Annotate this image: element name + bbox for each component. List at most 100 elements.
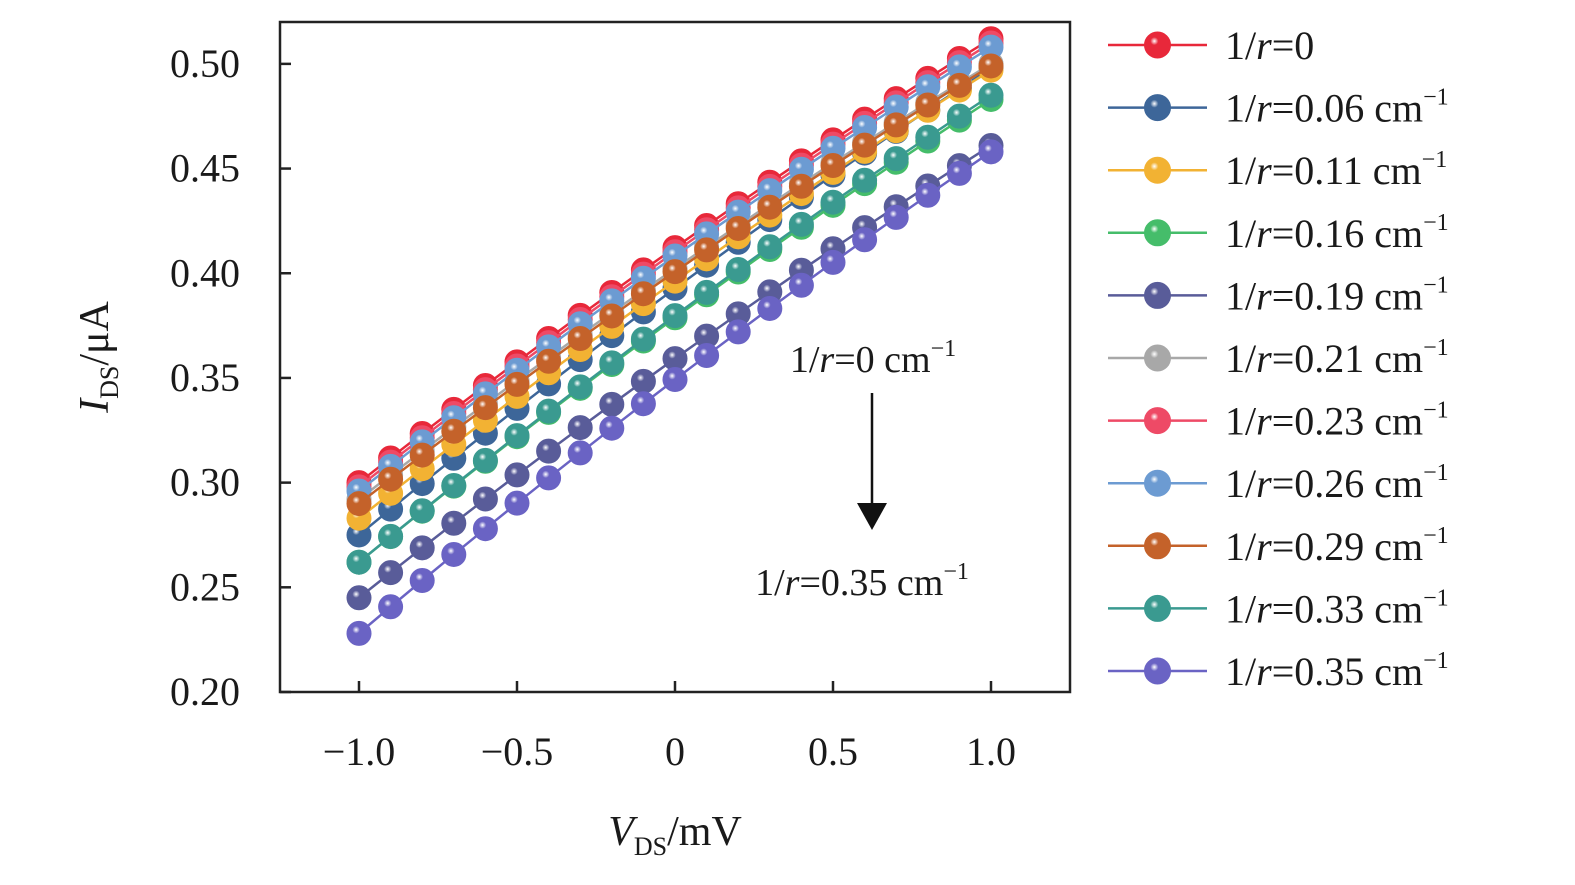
legend-label: 1/r=0.21 cm−1 — [1225, 335, 1449, 381]
legend-label: 1/r=0.16 cm−1 — [1225, 210, 1449, 256]
y-tick-label: 0.45 — [170, 146, 240, 191]
x-axis-title-sub: DS — [634, 832, 667, 861]
data-point — [788, 272, 814, 298]
data-point — [757, 194, 783, 220]
y-axis-title-unit: /μA — [72, 300, 118, 365]
data-point — [409, 568, 435, 594]
legend-marker — [1144, 594, 1171, 622]
data-point — [504, 462, 530, 488]
data-point — [630, 281, 656, 307]
data-point — [409, 535, 435, 561]
legend-item: 1/r=0.19 cm−1 — [1108, 272, 1449, 318]
series-8 — [346, 53, 1004, 517]
x-axis-title-unit: /mV — [667, 809, 742, 855]
data-point — [504, 490, 530, 516]
y-axis-title-main: I — [72, 397, 118, 414]
legend-marker — [1144, 31, 1171, 59]
data-point — [978, 139, 1004, 165]
legend-item: 1/r=0.06 cm−1 — [1108, 85, 1449, 131]
data-point — [472, 486, 498, 512]
data-point — [662, 346, 688, 372]
data-point — [852, 227, 878, 253]
legend-item: 1/r=0.23 cm−1 — [1108, 398, 1449, 444]
x-tick-label: 0 — [665, 729, 685, 774]
y-tick-label: 0.25 — [170, 564, 240, 609]
legend-marker — [1144, 219, 1171, 247]
x-axis-title-main: V — [608, 809, 638, 855]
y-axis-title-sub: DS — [95, 366, 124, 399]
data-point — [788, 173, 814, 199]
legend-item: 1/r=0.16 cm−1 — [1108, 210, 1449, 256]
y-tick-label: 0.35 — [170, 355, 240, 400]
x-tick-label: −1.0 — [323, 729, 396, 774]
data-point — [536, 348, 562, 374]
data-point — [472, 447, 498, 473]
data-point — [567, 325, 593, 351]
data-point — [378, 560, 404, 586]
data-point — [694, 343, 720, 369]
legend-label: 1/r=0.29 cm−1 — [1225, 523, 1449, 569]
y-axis-title: IDS/μA — [72, 300, 124, 413]
data-point — [725, 215, 751, 241]
data-point — [441, 510, 467, 536]
data-point — [820, 153, 846, 179]
legend-label: 1/r=0.35 cm−1 — [1225, 648, 1449, 694]
legend-marker — [1144, 344, 1171, 372]
data-point — [599, 391, 625, 417]
x-axis-title: VDS/mV — [608, 809, 742, 861]
legend-label: 1/r=0.26 cm−1 — [1225, 460, 1449, 506]
svg-text:IDS/μA: IDS/μA — [72, 300, 124, 413]
legend-marker — [1144, 94, 1171, 122]
legend-item: 1/r=0 — [1108, 23, 1314, 68]
data-point — [536, 465, 562, 491]
legend-marker — [1144, 156, 1171, 184]
legend-item: 1/r=0.21 cm−1 — [1108, 335, 1449, 381]
legend-item: 1/r=0.26 cm−1 — [1108, 460, 1449, 506]
data-point — [504, 371, 530, 397]
legend-item: 1/r=0.11 cm−1 — [1108, 147, 1447, 193]
data-point — [883, 112, 909, 138]
data-point — [346, 549, 372, 575]
data-point — [346, 491, 372, 517]
data-point — [409, 498, 435, 524]
data-point — [852, 167, 878, 193]
legend-item: 1/r=0.33 cm−1 — [1108, 585, 1449, 631]
data-point — [472, 395, 498, 421]
y-tick-label: 0.20 — [170, 669, 240, 714]
x-axis: −1.0 −0.5 0 0.5 1.0 — [323, 681, 1016, 774]
data-point — [630, 368, 656, 394]
x-tick-label: 1.0 — [966, 729, 1016, 774]
data-point — [915, 92, 941, 118]
data-point — [946, 72, 972, 98]
data-point — [788, 211, 814, 237]
data-point — [409, 442, 435, 468]
y-axis: 0.20 0.25 0.30 0.35 0.40 0.45 0.50 — [170, 41, 291, 714]
legend: 1/r=0 1/r=0.06 cm−1 1/r=0.11 cm−1 1/r=0.16 … — [1108, 23, 1449, 694]
data-point — [567, 415, 593, 441]
data-point — [378, 466, 404, 492]
data-point — [536, 438, 562, 464]
legend-item: 1/r=0.35 cm−1 — [1108, 648, 1449, 694]
data-point — [915, 182, 941, 208]
y-tick-label: 0.50 — [170, 41, 240, 86]
data-point — [883, 146, 909, 172]
data-point — [946, 160, 972, 186]
data-point — [441, 472, 467, 498]
data-point — [694, 237, 720, 263]
annotation-bottom: 1/r=0.35 cm−1 — [755, 559, 969, 604]
data-point — [946, 103, 972, 129]
legend-marker — [1144, 657, 1171, 685]
series-10 — [346, 139, 1004, 646]
legend-marker — [1144, 281, 1171, 309]
annotation-arrow-head — [857, 503, 887, 530]
data-point — [567, 440, 593, 466]
annotation-top: 1/r=0 cm−1 — [790, 336, 956, 381]
data-point — [630, 391, 656, 417]
data-point — [441, 541, 467, 567]
legend-item: 1/r=0.29 cm−1 — [1108, 523, 1449, 569]
data-point — [757, 234, 783, 260]
x-tick-label: 0.5 — [808, 729, 858, 774]
data-point — [725, 319, 751, 345]
